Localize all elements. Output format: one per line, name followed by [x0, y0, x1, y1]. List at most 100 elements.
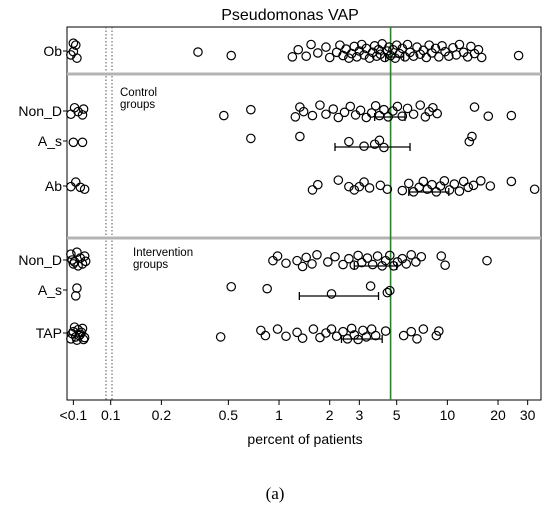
data-point — [439, 176, 450, 186]
data-point — [260, 330, 271, 341]
data-point — [394, 48, 405, 59]
chart-title: Pseudomonas VAP — [221, 7, 359, 24]
annotation-intervention-line2: groups — [133, 259, 168, 271]
data-point — [482, 255, 492, 266]
data-point — [72, 247, 82, 257]
data-point — [301, 51, 311, 61]
data-point — [79, 251, 90, 261]
data-point — [444, 51, 454, 61]
group-separators — [67, 72, 541, 240]
data-point — [392, 101, 403, 112]
data-point — [307, 185, 318, 195]
x-tick-label: 3 — [355, 407, 363, 423]
x-tick-label: 0.1 — [101, 407, 121, 423]
data-point — [295, 131, 305, 142]
data-point — [449, 179, 460, 189]
data-point — [418, 176, 429, 187]
data-point — [79, 184, 90, 195]
x-tick-label: 20 — [490, 407, 506, 423]
x-tick-label: <0.1 — [60, 407, 88, 423]
data-point — [298, 106, 309, 117]
data-point — [293, 44, 304, 55]
data-point — [306, 39, 316, 50]
data-point — [78, 334, 89, 345]
data-point — [326, 289, 337, 299]
data-point — [70, 291, 81, 301]
x-tick-label: 1 — [275, 407, 283, 423]
data-point — [344, 136, 354, 147]
data-point — [346, 323, 357, 334]
data-point — [246, 133, 256, 144]
data-point — [323, 257, 333, 267]
data-point — [297, 333, 308, 343]
data-point — [431, 330, 442, 341]
data-point — [506, 110, 517, 121]
data-point — [397, 185, 408, 196]
data-point — [476, 52, 487, 63]
data-point — [307, 110, 318, 121]
group-label: A_s — [38, 133, 62, 149]
data-point — [437, 40, 447, 51]
data-point — [76, 327, 87, 338]
data-point — [364, 53, 375, 63]
data-point — [359, 50, 369, 60]
data-point — [290, 112, 301, 122]
data-point — [473, 44, 484, 55]
data-point — [349, 185, 360, 195]
data-point — [219, 110, 229, 121]
data-point — [215, 332, 226, 342]
data-point — [66, 50, 76, 60]
data-point — [70, 177, 81, 187]
data-point — [301, 252, 311, 263]
data-point — [374, 135, 385, 146]
data-point — [78, 104, 89, 114]
data-point — [315, 332, 325, 343]
group-label: Ob — [43, 43, 62, 59]
data-point — [458, 176, 469, 187]
figure-caption: (a) — [265, 484, 285, 503]
data-point — [226, 50, 237, 61]
data-point — [529, 184, 540, 195]
data-point — [440, 260, 450, 270]
data-point — [324, 52, 335, 63]
data-point — [364, 183, 375, 193]
data-point — [408, 109, 419, 120]
data-point — [370, 330, 381, 341]
data-point — [408, 51, 419, 61]
data-point — [361, 332, 372, 342]
data-point — [292, 255, 302, 266]
data-point — [485, 181, 496, 191]
data-point — [467, 131, 477, 142]
data-point — [391, 40, 402, 50]
data-point — [464, 136, 475, 147]
x-axis-ticks: <0.1 0.1 0.2 0.5 1 2 3 5 10 20 30 — [60, 400, 536, 423]
data-point — [330, 251, 340, 262]
annotation-control-line2: groups — [120, 99, 155, 111]
data-point — [68, 46, 79, 57]
data-point — [403, 178, 414, 189]
data-point — [338, 50, 348, 61]
data-point — [68, 38, 79, 48]
data-point — [66, 181, 76, 192]
annotation-control-line1: Control — [120, 87, 157, 99]
data-point — [287, 52, 298, 62]
data-point — [434, 326, 444, 336]
x-tick-label: 10 — [440, 407, 456, 423]
data-point — [416, 251, 427, 262]
data-point — [72, 283, 82, 293]
data-point — [272, 324, 283, 334]
data-point — [72, 335, 82, 345]
data-point — [308, 324, 319, 334]
data-point — [262, 283, 272, 294]
data-point — [67, 255, 77, 265]
data-point — [328, 104, 339, 114]
data-point — [70, 40, 81, 50]
data-point — [365, 281, 376, 291]
data-point — [468, 180, 479, 191]
data-point — [397, 111, 408, 121]
data-point — [374, 110, 385, 121]
data-point — [345, 101, 356, 112]
group-label: TAP — [36, 325, 62, 341]
data-point — [418, 324, 429, 334]
data-point — [272, 251, 283, 261]
